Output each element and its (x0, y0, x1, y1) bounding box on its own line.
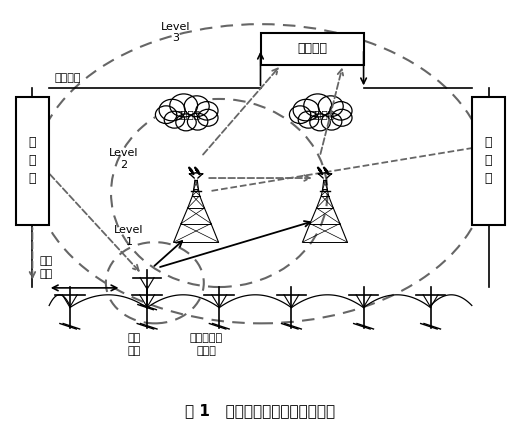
Circle shape (197, 109, 218, 126)
Circle shape (164, 111, 184, 128)
Circle shape (330, 102, 352, 120)
Text: 控制中心: 控制中心 (297, 42, 327, 55)
Circle shape (318, 96, 343, 116)
Circle shape (176, 114, 196, 131)
Circle shape (310, 114, 330, 131)
Circle shape (304, 94, 332, 117)
Text: Level
3: Level 3 (160, 22, 190, 43)
Circle shape (298, 94, 346, 134)
Circle shape (159, 99, 185, 121)
Circle shape (170, 94, 197, 117)
Text: 变
电
站: 变 电 站 (29, 136, 36, 185)
Text: 图 1   输电线路监测系统网络模型: 图 1 输电线路监测系统网络模型 (185, 404, 336, 418)
Circle shape (298, 111, 319, 128)
Circle shape (321, 113, 342, 130)
Text: Level
1: Level 1 (114, 225, 144, 246)
Circle shape (332, 109, 352, 126)
Circle shape (155, 106, 177, 123)
Text: 光纤链路: 光纤链路 (54, 73, 81, 83)
FancyBboxPatch shape (16, 97, 49, 225)
Circle shape (188, 113, 208, 130)
Circle shape (196, 102, 218, 120)
Circle shape (164, 94, 213, 134)
Text: 可接入蜂窝
的杆塔: 可接入蜂窝 的杆塔 (190, 333, 223, 356)
Text: 电力专网: 电力专网 (310, 109, 335, 119)
Circle shape (293, 99, 319, 121)
FancyBboxPatch shape (472, 97, 505, 225)
Text: 蜂窝网络: 蜂窝网络 (176, 109, 201, 119)
Text: 变
电
站: 变 电 站 (485, 136, 492, 185)
Text: Level
2: Level 2 (109, 148, 139, 170)
FancyBboxPatch shape (260, 33, 364, 65)
Circle shape (184, 96, 209, 116)
Circle shape (290, 106, 311, 123)
Text: 普通
杆塔: 普通 杆塔 (128, 333, 141, 356)
Text: 无线
链路: 无线 链路 (40, 256, 53, 279)
